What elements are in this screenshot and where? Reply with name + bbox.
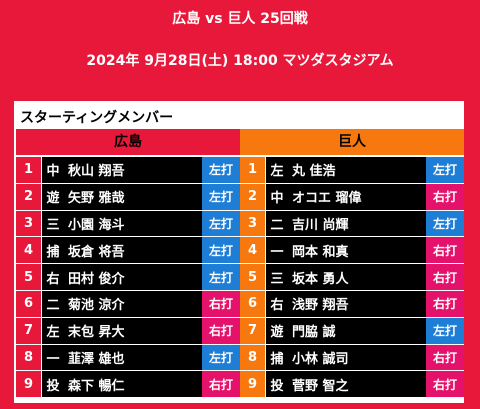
- lineup-row: 7 左末包 昇大 右打: [16, 316, 240, 344]
- player-name: 岡本 和真: [292, 244, 349, 260]
- bat-side-badge: 右打: [426, 183, 464, 210]
- lineup-row: 5 三坂本 勇人 右打: [240, 263, 464, 290]
- player-name: 菊池 涼介: [68, 298, 125, 314]
- batting-order: 5: [16, 264, 42, 290]
- bat-side-badge: 左打: [426, 317, 464, 344]
- bat-side-badge: 左打: [202, 183, 240, 210]
- bat-side-badge: 右打: [202, 371, 240, 398]
- player-name: 坂倉 将吾: [68, 244, 125, 260]
- position: 三: [270, 271, 284, 287]
- lineup-panel: スターティングメンバー 広島 巨人 1 中秋山 翔吾 左打 2 遊矢野 雅哉 左打 3 三小園…: [14, 101, 464, 403]
- player-name: 坂本 勇人: [292, 271, 349, 287]
- bat-side-badge: 左打: [202, 157, 240, 183]
- lineup-row: 1 中秋山 翔吾 左打: [16, 156, 240, 183]
- game-datetime: 2024年 9月28日(土) 18:00 マツダスタジアム: [86, 53, 394, 69]
- game-title: 広島 vs 巨人 25回戦: [172, 11, 308, 27]
- bat-side-badge: 左打: [202, 210, 240, 237]
- position: 一: [270, 244, 284, 260]
- bat-side-badge: 右打: [202, 290, 240, 317]
- lineup-row: 2 中オコエ 瑠偉 右打: [240, 182, 464, 210]
- player-name: 韮澤 雄也: [68, 351, 125, 367]
- lineup-row: 4 捕坂倉 将吾 左打: [16, 236, 240, 264]
- position: 捕: [270, 351, 284, 367]
- batting-order: 6: [240, 290, 266, 317]
- position: 投: [46, 378, 60, 394]
- batting-order: 5: [240, 264, 266, 290]
- lineup-row: 4 一岡本 和真 右打: [240, 236, 464, 264]
- batting-order: 8: [240, 344, 266, 371]
- home-lineup: 1 中秋山 翔吾 左打 2 遊矢野 雅哉 左打 3 三小園 海斗 左打 4 捕坂倉 将吾 左打 5 右田村…: [16, 156, 240, 398]
- batting-order: 4: [16, 237, 42, 264]
- player-name: オコエ 瑠偉: [292, 191, 362, 207]
- bat-side-badge: 右打: [426, 264, 464, 290]
- lineup-row: 8 一韮澤 雄也 左打: [16, 343, 240, 371]
- bat-side-badge: 右打: [426, 344, 464, 371]
- position: 左: [46, 325, 60, 341]
- position: 遊: [46, 191, 60, 207]
- position: 中: [270, 191, 284, 207]
- batting-order: 8: [16, 344, 42, 371]
- lineup-row: 5 右田村 俊介 左打: [16, 263, 240, 290]
- player-name: 末包 昇大: [68, 325, 125, 341]
- batting-order: 2: [16, 183, 42, 210]
- batting-order: 6: [16, 290, 42, 317]
- player-name: 小園 海斗: [68, 217, 125, 233]
- lineup-row: 9 投森下 暢仁 右打: [16, 370, 240, 398]
- batting-order: 2: [240, 183, 266, 210]
- bat-side-badge: 左打: [202, 344, 240, 371]
- position: 三: [46, 217, 60, 233]
- bat-side-badge: 右打: [426, 237, 464, 264]
- lineup-row: 3 三小園 海斗 左打: [16, 209, 240, 237]
- batting-order: 3: [16, 210, 42, 237]
- lineup-row: 6 右浅野 翔吾 右打: [240, 289, 464, 317]
- batting-order: 9: [240, 371, 266, 398]
- away-team-header: 巨人: [240, 129, 464, 155]
- position: 捕: [46, 244, 60, 260]
- player-name: 小林 誠司: [292, 351, 349, 367]
- bat-side-badge: 右打: [202, 317, 240, 344]
- bat-side-badge: 左打: [202, 237, 240, 264]
- position: 中: [46, 164, 60, 180]
- player-name: 門脇 誠: [292, 325, 336, 341]
- batting-order: 9: [16, 371, 42, 398]
- home-team-header: 広島: [16, 129, 240, 155]
- bat-side-badge: 右打: [426, 290, 464, 317]
- batting-order: 1: [16, 157, 42, 183]
- lineup-row: 7 遊門脇 誠 左打: [240, 316, 464, 344]
- bat-side-badge: 右打: [426, 371, 464, 398]
- player-name: 田村 俊介: [68, 271, 125, 287]
- position: 一: [46, 351, 60, 367]
- batting-order: 7: [16, 317, 42, 344]
- player-name: 浅野 翔吾: [292, 298, 349, 314]
- lineup-row: 9 投菅野 智之 右打: [240, 370, 464, 398]
- batting-order: 4: [240, 237, 266, 264]
- bat-side-badge: 左打: [426, 210, 464, 237]
- batting-order: 7: [240, 317, 266, 344]
- bat-side-badge: 左打: [202, 264, 240, 290]
- player-name: 菅野 智之: [292, 378, 349, 394]
- position: 二: [270, 217, 284, 233]
- lineup-row: 6 二菊池 涼介 右打: [16, 289, 240, 317]
- lineup-row: 8 捕小林 誠司 右打: [240, 343, 464, 371]
- lineup-row: 3 二吉川 尚輝 左打: [240, 209, 464, 237]
- position: 投: [270, 378, 284, 394]
- player-name: 吉川 尚輝: [292, 217, 349, 233]
- player-name: 矢野 雅哉: [68, 191, 125, 207]
- batting-order: 1: [240, 157, 266, 183]
- position: 右: [270, 298, 284, 314]
- position: 右: [46, 271, 60, 287]
- player-name: 丸 佳浩: [292, 164, 336, 180]
- player-name: 秋山 翔吾: [68, 164, 125, 180]
- lineup-row: 2 遊矢野 雅哉 左打: [16, 182, 240, 210]
- position: 左: [270, 164, 284, 180]
- panel-title: スターティングメンバー: [20, 110, 174, 126]
- position: 遊: [270, 325, 284, 341]
- bat-side-badge: 左打: [426, 157, 464, 183]
- position: 二: [46, 298, 60, 314]
- batting-order: 3: [240, 210, 266, 237]
- player-name: 森下 暢仁: [68, 378, 125, 394]
